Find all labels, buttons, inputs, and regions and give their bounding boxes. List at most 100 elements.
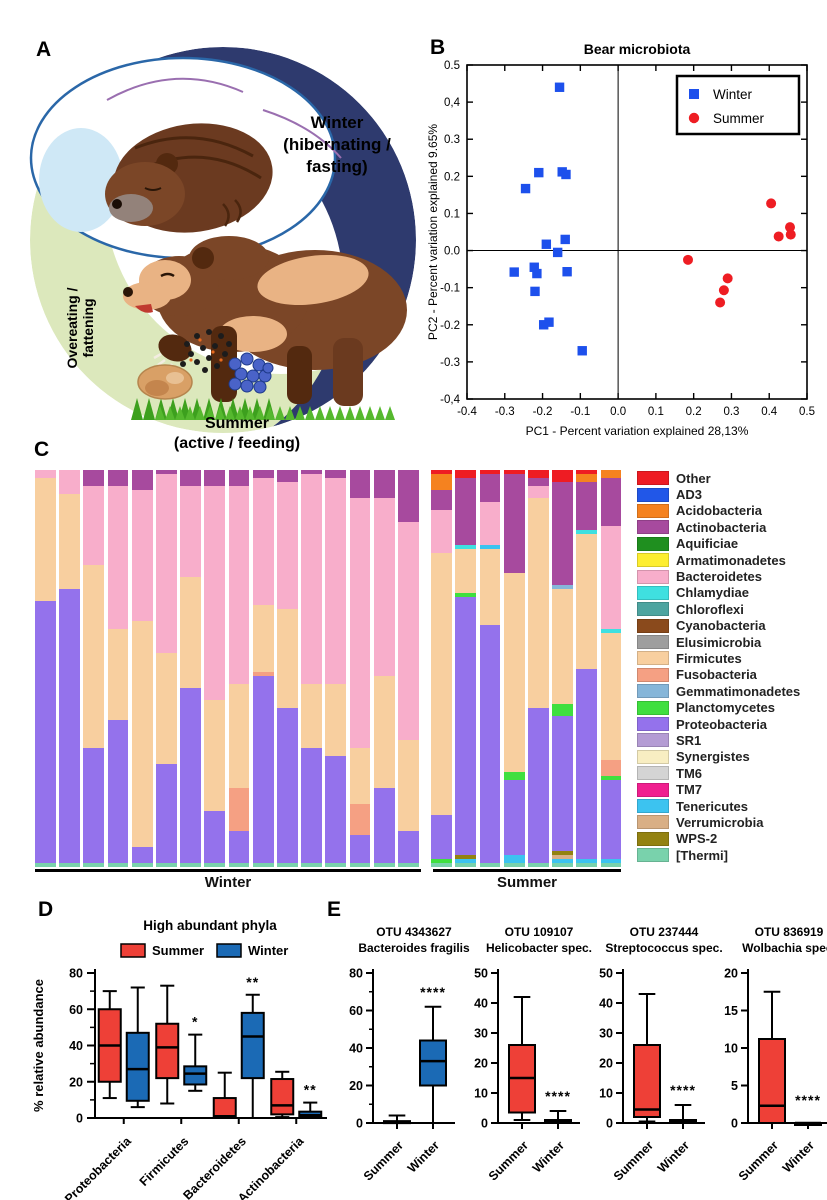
stacked-bar (204, 470, 226, 867)
legend-item: Elusimicrobia (637, 634, 800, 650)
y-tick-label: 20 (349, 1079, 363, 1093)
legend-swatch (637, 602, 669, 617)
legend-label: Fusobacteria (676, 667, 757, 683)
legend-summer-marker (688, 112, 700, 124)
legend-label: Aquificiae (676, 536, 739, 552)
legend-item: Verrumicrobia (637, 814, 800, 830)
legend-swatch (637, 749, 669, 764)
bar-segment (107, 485, 129, 629)
significance-mark: ** (246, 974, 259, 990)
bar-segment (552, 704, 574, 717)
otu-boxplot: OTU 237444 Streptococcus spec. 0 10 20 30 40 50… (599, 925, 723, 1183)
legend-item: Synergistes (637, 749, 800, 765)
legend-swatch (637, 553, 669, 568)
bar-segment (180, 863, 202, 867)
y-tick-label: 20 (474, 1057, 488, 1071)
pca-point-summer (773, 231, 784, 242)
category-label: Proteobacteria (62, 1133, 135, 1200)
bar-segment (349, 835, 371, 864)
y-tick-label: 0 (76, 1112, 83, 1126)
stacked-bar (373, 470, 395, 867)
x-category-label: Winter (655, 1138, 692, 1175)
pca-point-winter (534, 167, 544, 178)
legend-item: TM6 (637, 765, 800, 781)
sleeping-bear (105, 123, 273, 233)
grass (131, 398, 395, 420)
stacked-bar (325, 470, 347, 867)
bar-segment (455, 597, 477, 856)
y-tick-label: 0.3 (444, 134, 460, 146)
bar-segment (180, 485, 202, 578)
otu-boxplot: OTU 4343627 Bacteroides fragilis 0 20 40 60 80… (349, 925, 470, 1183)
legend-winter-label: Winter (713, 87, 753, 102)
category-label: Firmicutes (137, 1134, 192, 1189)
bar-segment (252, 676, 274, 864)
y-tick-label: 80 (69, 967, 83, 981)
pca-point-winter (532, 268, 542, 279)
x-tick-label: 0.1 (648, 406, 664, 418)
legend-item: AD3 (637, 486, 800, 502)
bar-segment (479, 863, 501, 867)
pca-point-winter (560, 234, 570, 245)
bar-segment (528, 708, 549, 864)
legend-label: Planctomycetes (676, 700, 775, 716)
bar-segment (325, 470, 347, 478)
legend-label: [Thermi] (676, 847, 728, 863)
bar-segment (83, 565, 105, 748)
pca-ylabel: PC2 - Percent variation explained 9.65% (426, 124, 440, 340)
winter-group-line (35, 869, 421, 872)
bar-segment (180, 470, 202, 486)
otu-title-line2: Wolbachia spec. (742, 941, 827, 955)
y-tick-label: 50 (474, 967, 488, 981)
carrion (137, 364, 193, 400)
x-tick-label: -0.4 (457, 406, 477, 418)
bar-segment (398, 470, 419, 522)
bar-segment (349, 863, 371, 867)
box (125, 1031, 150, 1102)
bar-segment (552, 859, 574, 864)
bar-segment (479, 545, 501, 550)
bar-segment (503, 470, 525, 474)
bar-segment (398, 863, 419, 867)
significance-mark: * (192, 1014, 198, 1030)
pca-point-winter (538, 320, 549, 330)
stacked-bar (252, 470, 274, 867)
bar-segment (503, 779, 525, 856)
box (758, 1038, 786, 1124)
bar-segment (277, 481, 298, 609)
bar-segment (600, 632, 622, 760)
bar-segment (156, 763, 177, 864)
bar-segment (325, 863, 347, 867)
pca-point-summer (766, 198, 777, 209)
bar-segment (479, 624, 501, 864)
winter-group-label: Winter (204, 874, 252, 891)
bar-segment (373, 863, 395, 867)
legend-swatch (637, 651, 669, 666)
pca-point-winter (552, 247, 563, 258)
boxplot-ylabel: % relative abundance (31, 979, 46, 1112)
bar-segment (552, 470, 574, 482)
legend-item: Aquificiae (637, 536, 800, 552)
bar-segment (528, 477, 549, 486)
bar-segment (503, 771, 525, 780)
bar-segment (228, 684, 250, 788)
legend-item: Actinobacteria (637, 519, 800, 535)
stacked-bar (479, 470, 501, 867)
legend-swatch (637, 667, 669, 682)
legend-swatch (637, 536, 669, 551)
legend-swatch (637, 471, 669, 486)
bar-segment (180, 577, 202, 689)
pca-plot-border (466, 64, 808, 400)
pca-title: Bear microbiota (584, 41, 691, 57)
bar-segment (479, 549, 501, 625)
otu-title-line1: OTU 237444 (630, 925, 699, 939)
stacked-bar (107, 470, 129, 867)
y-tick-label: 0.0 (444, 246, 460, 258)
bar-segment (479, 474, 501, 502)
stacked-bar (156, 470, 177, 867)
bar-segment (301, 473, 323, 685)
y-tick-label: 20 (599, 1057, 613, 1071)
bar-segment (107, 470, 129, 486)
bar-segment (35, 470, 56, 478)
